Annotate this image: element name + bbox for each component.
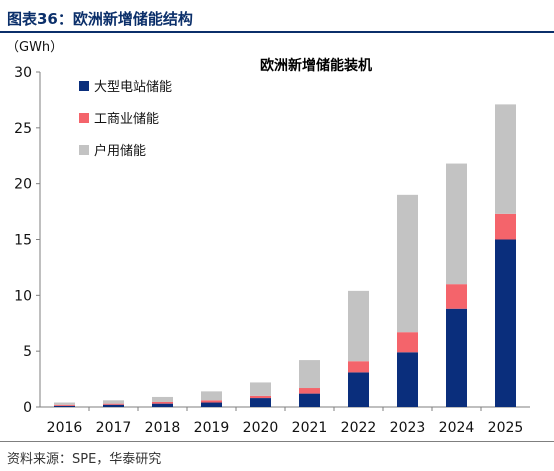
bar-segment-2020-series-1 [250,398,271,407]
legend-label: 工商业储能 [94,112,159,127]
bar-segment-2023-series-2 [397,332,418,353]
bar-segment-2021-series-3 [299,360,320,389]
x-tick-label: 2018 [145,420,181,436]
y-tick-label: 0 [23,400,32,416]
title-divider [0,31,554,33]
bar-segment-2025-series-1 [495,239,516,407]
bar-segment-2022-series-3 [348,290,369,362]
x-tick-label: 2021 [292,420,328,436]
source-note: 资料来源：SPE，华泰研究 [7,452,162,467]
bar-segment-2023-series-3 [397,194,418,333]
bar-segment-2019-series-2 [201,400,222,403]
x-tick-label: 2022 [341,420,377,436]
bar-segment-2018-series-3 [152,396,173,402]
bar-segment-2017-series-3 [103,400,124,404]
bar-segment-2021-series-2 [299,388,320,394]
legend-swatch [79,81,89,91]
chart-title: 欧洲新增储能装机 [260,57,372,74]
y-axis-label: （GWh） [6,40,63,55]
bar-segment-2016-series-2 [54,404,75,406]
y-tick-label: 5 [23,344,32,360]
bar-segment-2016-series-1 [54,405,75,407]
x-tick-label: 2024 [439,420,475,436]
bar-segment-2024-series-2 [446,284,467,309]
x-tick-label: 2019 [194,420,230,436]
bar-segment-2022-series-1 [348,372,369,407]
source-divider [0,441,554,442]
bar-segment-2020-series-2 [250,395,271,399]
x-tick-label: 2025 [488,420,524,436]
bar-segment-2021-series-1 [299,393,320,407]
legend-swatch [79,145,89,155]
x-tick-label: 2023 [390,420,426,436]
bar-segment-2017-series-1 [103,404,124,407]
y-tick-label: 25 [14,121,32,137]
bar-segment-2025-series-2 [495,213,516,240]
bar-segment-2025-series-3 [495,104,516,214]
bar-segment-2016-series-3 [54,402,75,405]
x-tick-label: 2016 [47,420,83,436]
y-tick-label: 30 [14,65,32,81]
legend-label: 户用储能 [94,143,146,159]
figure-title: 图表36：欧洲新增储能结构 [7,10,193,28]
y-tick-label: 20 [14,177,32,193]
bar-segment-2018-series-2 [152,401,173,404]
bar-segment-2022-series-2 [348,361,369,373]
x-tick-label: 2020 [243,420,279,436]
y-tick-label: 15 [14,233,32,249]
legend-swatch [79,113,89,123]
y-tick-label: 10 [14,288,32,304]
bar-segment-2024-series-1 [446,308,467,407]
bar-segment-2017-series-2 [103,403,124,405]
x-tick-label: 2017 [96,420,132,436]
bar-segment-2020-series-3 [250,382,271,396]
bar-segment-2023-series-1 [397,352,418,407]
bar-segment-2019-series-3 [201,391,222,401]
bar-segment-2018-series-1 [152,403,173,407]
legend-label: 大型电站储能 [94,80,172,95]
bar-segment-2024-series-3 [446,163,467,285]
bar-segment-2019-series-1 [201,402,222,407]
